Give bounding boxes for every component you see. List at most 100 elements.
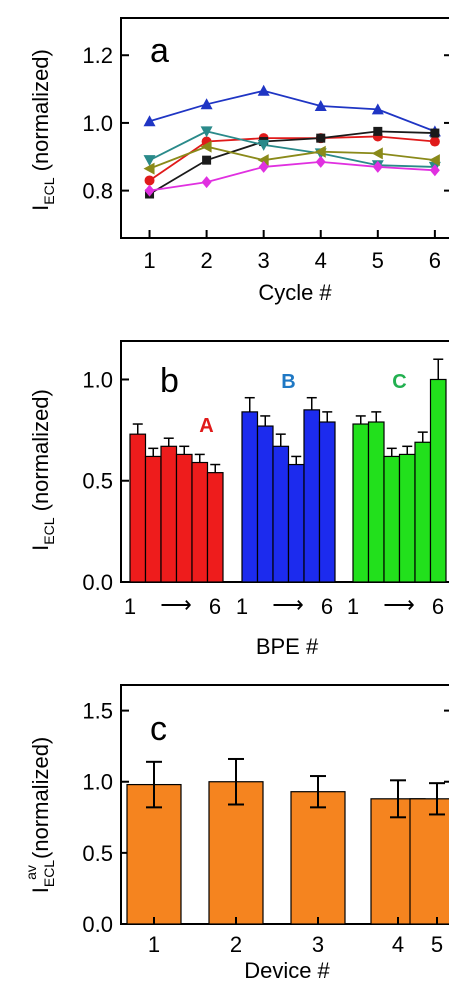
data-point (314, 100, 327, 111)
x-tick-label: 1 (148, 932, 160, 957)
panel-b-bars (129, 358, 447, 583)
bar (429, 378, 447, 583)
series-line (149, 130, 435, 195)
x-group-arrow: ⟶ (272, 592, 304, 617)
data-point (200, 140, 212, 153)
y-title-sub: ECL (41, 860, 57, 887)
y-tick-label: 1.5 (82, 699, 113, 724)
panel-c-bars: 1 2 3 4 5 (126, 757, 449, 957)
bar (303, 409, 321, 583)
series-line (149, 145, 435, 170)
x-tick-label: 2 (200, 248, 212, 273)
panel-a-y-axis-title: IECL (normalized) (28, 49, 57, 211)
y-title-base: I (28, 545, 53, 551)
x-tick-label: 1 (143, 248, 155, 273)
y-tick-label: 1.0 (82, 770, 113, 795)
bar (241, 411, 259, 583)
panel-b-bar-chart: 0.00.51.0 AB C 1 ⟶ 6 1 ⟶ 6 1 ⟶ 6 b BPE # IECL (no… (28, 340, 449, 659)
bar (409, 798, 449, 925)
bar (175, 453, 193, 583)
data-point (373, 126, 383, 136)
data-point (314, 145, 326, 158)
panel-b-letter: b (160, 362, 179, 400)
data-point (428, 154, 440, 167)
panel-c-y-ticks: 0.0 0.5 1.0 1.5 (82, 699, 449, 937)
x-group-start-label: 1 (236, 594, 248, 619)
data-point (257, 139, 270, 151)
x-tick-label: 2 (230, 932, 242, 957)
data-point (144, 184, 155, 197)
y-tick-label: 0.8 (82, 179, 113, 204)
bar (144, 455, 162, 583)
x-tick-label: 3 (258, 248, 270, 273)
panel-a-x-axis-title: Cycle # (258, 280, 332, 305)
data-point (257, 84, 270, 96)
bar (256, 425, 274, 583)
x-group-end-label: 6 (321, 594, 333, 619)
series-line (149, 130, 435, 168)
group-label: C (392, 371, 406, 393)
data-point (372, 160, 383, 173)
series-line (149, 89, 436, 133)
bar (129, 433, 147, 583)
data-point (143, 155, 156, 167)
y-tick-label: 0.5 (82, 841, 113, 866)
y-title-rest: (normalized) (28, 737, 53, 865)
y-title-rest: (normalized) (28, 49, 53, 177)
bar (318, 421, 336, 583)
x-group-start-label: 1 (124, 594, 136, 619)
panel-b-y-ticks: 0.0 0.5 1.0 (82, 367, 129, 595)
bar (367, 421, 385, 583)
bar (414, 441, 432, 583)
y-tick-label: 1.0 (82, 367, 113, 392)
y-title-rest: (normalized) (28, 389, 53, 517)
bar (160, 445, 178, 583)
panel-c-plot-frame (120, 684, 449, 925)
x-tick-label: 6 (429, 248, 441, 273)
data-point (258, 160, 269, 173)
group-label: B (281, 371, 295, 393)
bar (383, 455, 401, 583)
series-line (149, 135, 435, 182)
data-point (144, 175, 155, 186)
y-tick-label: 1.0 (82, 111, 113, 136)
panel-a-letter: a (150, 32, 169, 70)
y-tick-label: 0.5 (82, 469, 113, 494)
data-point (430, 128, 440, 138)
panel-c-bar-chart: 0.0 0.5 1.0 1.5 1 2 3 4 5 c Device # IECLav (no… (23, 684, 449, 983)
panel-a-series (143, 84, 441, 199)
data-point (143, 162, 155, 175)
bar (206, 472, 224, 583)
x-group-arrow: ⟶ (160, 592, 192, 617)
y-tick-label: 0.0 (82, 570, 113, 595)
panel-a-y-ticks: 0.8 1.0 1.2 (82, 43, 449, 204)
data-point (371, 147, 383, 160)
bar (272, 445, 290, 583)
y-title-base: I (28, 887, 53, 893)
x-group-arrow: ⟶ (383, 592, 415, 617)
series-line (149, 160, 435, 192)
y-title-sub: ECL (41, 517, 57, 544)
y-tick-label: 0.0 (82, 912, 113, 937)
x-tick-label: 4 (392, 932, 404, 957)
panel-b-x-axis-title: BPE # (256, 634, 319, 659)
panel-a-plot-frame (120, 17, 449, 239)
panel-c-x-axis-title: Device # (244, 958, 330, 983)
x-group-end-label: 6 (209, 594, 221, 619)
bar (287, 463, 305, 583)
x-tick-label: 4 (315, 248, 327, 273)
bar (191, 461, 209, 583)
data-point (257, 154, 269, 167)
data-point (201, 176, 212, 189)
bar (352, 423, 370, 583)
bar (398, 453, 416, 583)
x-group-end-label: 6 (432, 594, 444, 619)
panel-c-letter: c (150, 710, 167, 748)
data-point (202, 155, 212, 165)
bar (290, 791, 346, 925)
data-point (429, 136, 440, 147)
data-point (371, 103, 384, 115)
panel-b-group-labels: A B C (199, 371, 406, 437)
y-title-sup: av (23, 865, 39, 880)
